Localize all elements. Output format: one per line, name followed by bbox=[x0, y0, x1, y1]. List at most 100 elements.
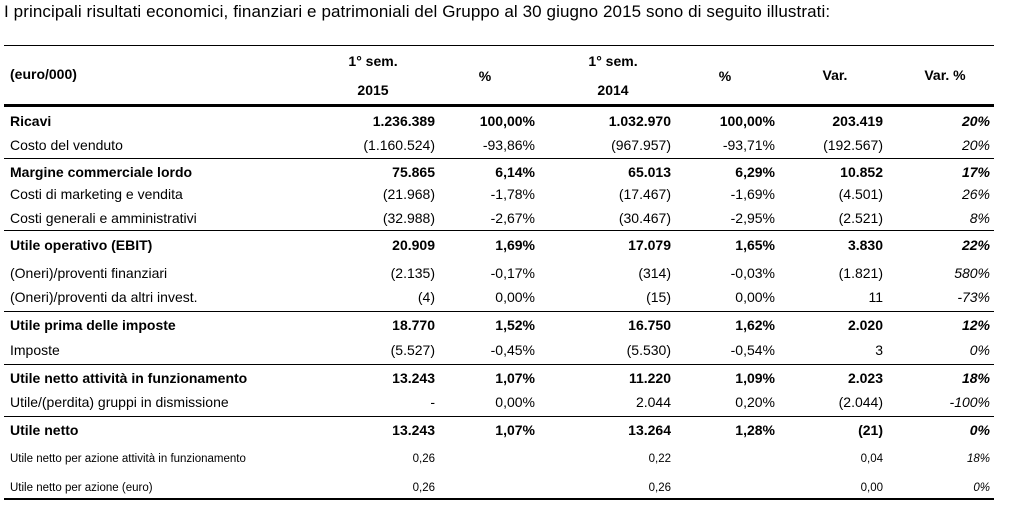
value-2015: 13.243 bbox=[392, 422, 435, 438]
value-2014: (17.467) bbox=[618, 186, 671, 202]
value-2015: 0,26 bbox=[412, 453, 435, 465]
pct-2015: 6,14% bbox=[495, 164, 535, 180]
variation: 3.830 bbox=[847, 237, 883, 253]
row-label: Imposte bbox=[10, 342, 60, 358]
variation: 203.419 bbox=[832, 113, 883, 129]
pct-2014: -1,69% bbox=[730, 186, 775, 202]
intro-text: I principali risultati economici, finanz… bbox=[4, 2, 831, 21]
row-label: Ricavi bbox=[10, 113, 52, 129]
value-2014: 2.044 bbox=[635, 394, 671, 410]
value-2015: (1.160.524) bbox=[363, 137, 435, 153]
variation-pct: 0% bbox=[973, 482, 990, 494]
row-label: Costo del venduto bbox=[10, 137, 123, 153]
value-2014: 0,22 bbox=[648, 453, 671, 465]
pct-2014: 100,00% bbox=[719, 113, 775, 129]
pct-2014: 1,65% bbox=[735, 237, 775, 253]
value-2015: (4) bbox=[417, 289, 435, 305]
variation: (4.501) bbox=[838, 186, 883, 202]
variation-pct: 0% bbox=[969, 422, 990, 438]
value-2014: 16.750 bbox=[628, 317, 671, 333]
row-separator bbox=[4, 158, 994, 159]
pct-2015: 1,52% bbox=[495, 317, 535, 333]
variation-pct: 22% bbox=[961, 237, 990, 253]
row-separator bbox=[4, 311, 994, 312]
value-2014: (15) bbox=[646, 289, 671, 305]
variation-pct: 18% bbox=[961, 370, 990, 386]
value-2014: 13.264 bbox=[628, 422, 671, 438]
variation-pct: 12% bbox=[961, 317, 990, 333]
pct-2014: -0,03% bbox=[730, 265, 775, 281]
variation: (1.821) bbox=[838, 265, 883, 281]
row-label: Utile/(perdita) gruppi in dismissione bbox=[10, 394, 229, 410]
pct-2014: -2,95% bbox=[730, 210, 775, 226]
value-2015: 18.770 bbox=[392, 317, 435, 333]
pct-2015: -2,67% bbox=[490, 210, 535, 226]
pct-2015: 0,00% bbox=[495, 394, 535, 410]
variation-pct: 8% bbox=[969, 210, 990, 226]
row-label: Utile netto per azione attività in funzi… bbox=[10, 453, 246, 465]
variation: 10.852 bbox=[840, 164, 883, 180]
pct-2015: 1,69% bbox=[495, 237, 535, 253]
header-var-pct: Var. % bbox=[924, 67, 966, 83]
row-label: Margine commerciale lordo bbox=[10, 164, 193, 180]
variation: 2.020 bbox=[847, 317, 883, 333]
variation: 0,04 bbox=[860, 453, 883, 465]
value-2015: (21.968) bbox=[382, 186, 435, 202]
header-pct-2015: % bbox=[478, 68, 492, 84]
pct-2015: 1,07% bbox=[495, 422, 535, 438]
pct-2014: 1,62% bbox=[735, 317, 775, 333]
variation-pct: 17% bbox=[961, 164, 990, 180]
row-label: Costi generali e amministrativi bbox=[10, 210, 197, 226]
pct-2015: 0,00% bbox=[495, 289, 535, 305]
variation-pct: -100% bbox=[949, 394, 990, 410]
value-2015: 20.909 bbox=[392, 237, 435, 253]
value-2015: 0,26 bbox=[412, 482, 435, 494]
variation-pct: 20% bbox=[961, 137, 990, 153]
pct-2014: 0,00% bbox=[735, 289, 775, 305]
header-var: Var. bbox=[822, 67, 848, 83]
value-2014: (5.530) bbox=[626, 342, 671, 358]
row-label: Costi di marketing e vendita bbox=[10, 186, 183, 202]
pct-2015: -0,45% bbox=[490, 342, 535, 358]
table-bottom-rule bbox=[4, 498, 994, 500]
pct-2015: -93,86% bbox=[482, 137, 535, 153]
value-2014: (314) bbox=[638, 265, 671, 281]
row-label: (Oneri)/proventi da altri invest. bbox=[10, 289, 198, 305]
value-2014: 65.013 bbox=[628, 164, 671, 180]
row-label: Utile netto bbox=[10, 422, 79, 438]
pct-2015: 1,07% bbox=[495, 370, 535, 386]
variation-pct: 26% bbox=[961, 186, 990, 202]
value-2015: (32.988) bbox=[382, 210, 435, 226]
row-separator bbox=[4, 230, 994, 231]
header-bottom-rule bbox=[4, 104, 994, 107]
pct-2014: 6,29% bbox=[735, 164, 775, 180]
pct-2014: -93,71% bbox=[722, 137, 775, 153]
value-2015: (2.135) bbox=[390, 265, 435, 281]
value-2014: 17.079 bbox=[628, 237, 671, 253]
variation-pct: 20% bbox=[961, 113, 990, 129]
variation-pct: 580% bbox=[954, 265, 990, 281]
value-2014: (967.957) bbox=[611, 137, 671, 153]
value-2015: 13.243 bbox=[392, 370, 435, 386]
header-pct-2014: % bbox=[718, 68, 732, 84]
pct-2015: -1,78% bbox=[490, 186, 535, 202]
variation: (192.567) bbox=[823, 137, 883, 153]
value-2014: (30.467) bbox=[618, 210, 671, 226]
pct-2015: 100,00% bbox=[479, 113, 535, 129]
variation-pct: -73% bbox=[957, 289, 990, 305]
value-2015: 75.865 bbox=[392, 164, 435, 180]
variation: 11 bbox=[868, 289, 883, 305]
variation: 2.023 bbox=[847, 370, 883, 386]
value-2015: (5.527) bbox=[390, 342, 435, 358]
value-2014: 1.032.970 bbox=[608, 113, 671, 129]
pct-2014: 1,28% bbox=[735, 422, 775, 438]
header-unit: (euro/000) bbox=[10, 66, 77, 82]
variation: (2.044) bbox=[838, 394, 883, 410]
header-sem-2014: 1° sem. bbox=[588, 53, 638, 69]
table-top-rule bbox=[4, 45, 994, 46]
variation-pct: 0% bbox=[969, 342, 990, 358]
variation: (21) bbox=[858, 422, 883, 438]
header-year-2015: 2015 bbox=[357, 82, 389, 98]
row-label: Utile prima delle imposte bbox=[10, 317, 176, 333]
row-label: (Oneri)/proventi finanziari bbox=[10, 265, 168, 281]
